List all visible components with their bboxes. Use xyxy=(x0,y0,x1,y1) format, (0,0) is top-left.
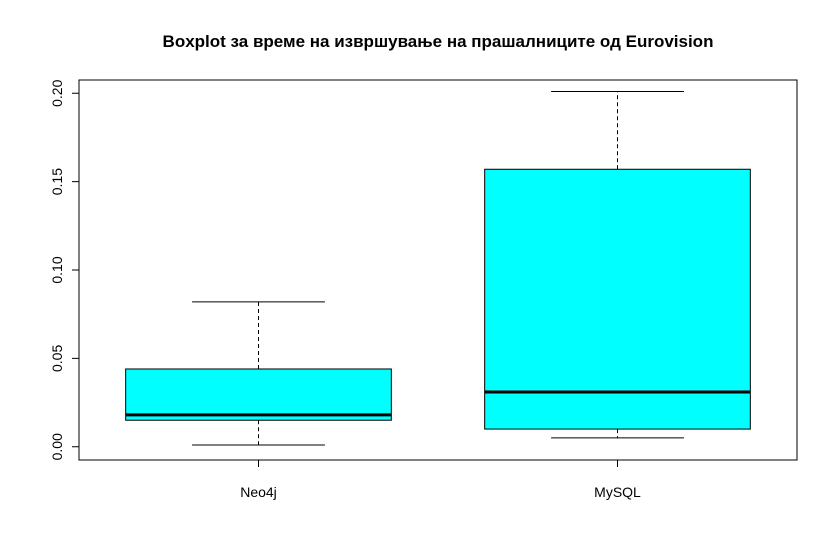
x-axis: Neo4j MySQL xyxy=(240,459,641,500)
y-tick-label: 0.00 xyxy=(49,433,65,460)
box-mysql xyxy=(484,90,751,439)
iqr-box xyxy=(484,168,751,430)
box-neo4j xyxy=(125,301,392,446)
chart-title: Boxplot за време на извршување на прашал… xyxy=(163,32,714,51)
y-axis: 0.00 0.05 0.10 0.15 0.20 xyxy=(49,79,80,460)
y-tick-label: 0.10 xyxy=(49,256,65,283)
y-tick-label: 0.20 xyxy=(49,79,65,106)
y-tick-label: 0.15 xyxy=(49,168,65,195)
x-tick-label: Neo4j xyxy=(240,484,277,500)
boxes xyxy=(125,90,751,446)
iqr-box xyxy=(125,368,392,421)
x-tick-label: MySQL xyxy=(594,484,641,500)
y-tick-label: 0.05 xyxy=(49,345,65,372)
